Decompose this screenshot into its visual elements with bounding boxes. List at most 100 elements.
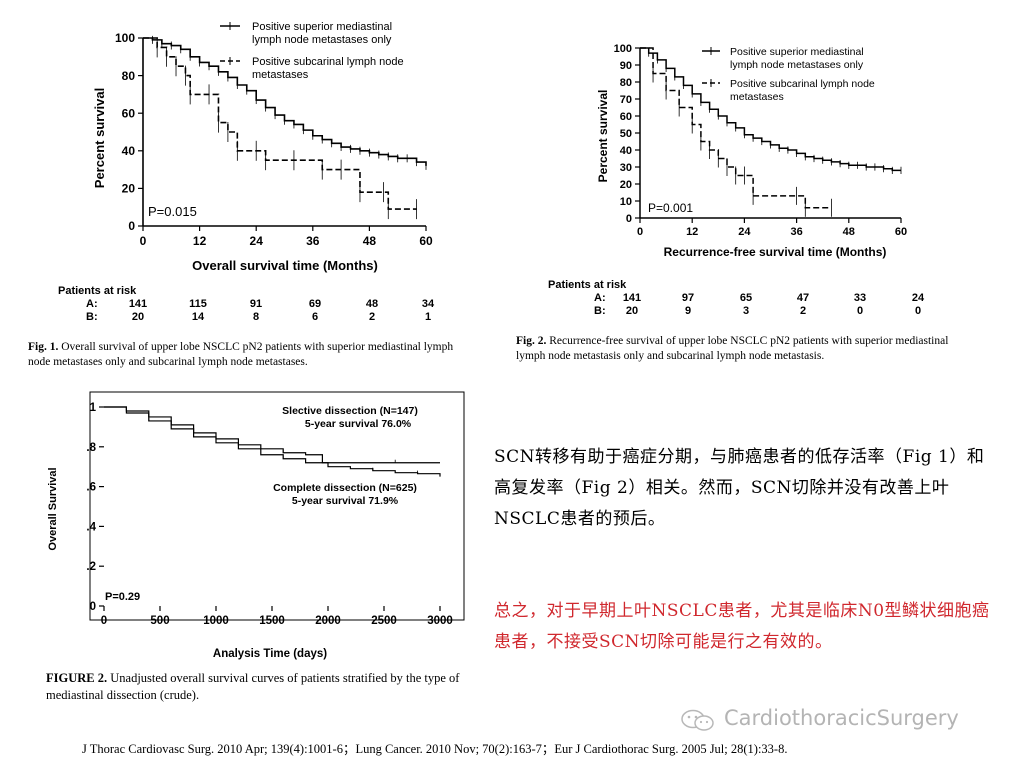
fig1-y-axis-label: Percent survival — [92, 88, 107, 188]
fig2-risk-rows: A: 141 97 65 47 33 24 B: 20 9 3 2 0 0 — [548, 292, 948, 318]
x-tick-label: 48 — [363, 234, 377, 248]
fig1-risk-a-1: 115 — [189, 298, 207, 310]
y-tick-label: 0 — [626, 213, 632, 225]
fig3-annot-selective-1: Slective dissection (N=147) — [282, 405, 418, 417]
figure-1-chart: 0 12 24 36 48 60 0 20 40 60 80 100 Percent survival… — [92, 21, 433, 273]
y-tick-label: 80 — [620, 77, 632, 89]
y-tick-label: .2 — [86, 561, 96, 573]
fig1-x-axis-label: Overall survival time (Months) — [192, 258, 378, 273]
conclusion-paragraph: 总之，对于早期上叶NSCLC患者，尤其是临床N0型鳞状细胞癌患者，不接受SCN切… — [494, 601, 990, 652]
fig1-risk-b-4: 2 — [368, 311, 376, 323]
y-tick-label: .8 — [86, 442, 96, 454]
fig2-legend-b-line2: metastases — [730, 91, 784, 103]
fig1-risk-rows: A: 141 115 91 69 48 34 B: 20 14 8 6 2 1 — [58, 298, 458, 324]
fig2-risk-b-1: 9 — [684, 305, 692, 317]
y-tick-label: 90 — [620, 60, 632, 72]
fig1-risk-a-2: 91 — [249, 298, 263, 310]
series-line-2 — [104, 406, 441, 477]
fig2-legend-b-line1: Positive subcarinal lymph node — [730, 78, 875, 90]
fig2-y-axis-label: Percent survival — [596, 90, 610, 183]
x-tick-label: 36 — [790, 226, 802, 238]
fig3-annot-complete-1: Complete dissection (N=625) — [273, 482, 417, 494]
fig2-risk-b-5: 0 — [914, 305, 922, 317]
fig2-legend-a-line1: Positive superior mediastinal — [730, 46, 864, 58]
fig1-risk-b-2: 8 — [252, 311, 260, 323]
y-tick-label: 10 — [620, 196, 632, 208]
fig2-risk-b-2: 3 — [742, 305, 750, 317]
fig3-p-value: P=0.29 — [105, 591, 140, 603]
y-tick-label: 30 — [620, 162, 632, 174]
fig1-risk-b-3: 6 — [311, 311, 319, 323]
fig2-risk-b-4: 0 — [856, 305, 864, 317]
x-tick-label: 3000 — [427, 615, 453, 627]
fig1-caption-text: Overall survival of upper lobe NSCLC pN2… — [28, 341, 454, 368]
fig2-risk-b-0: 20 — [625, 305, 639, 317]
x-tick-label: 2000 — [315, 615, 341, 627]
fig2-risk-a-4: 33 — [853, 292, 867, 304]
fig1-legend-b-line2: metastases — [252, 69, 309, 81]
fig2-risk-a-5: 24 — [911, 292, 925, 304]
fig3-caption-text: Unadjusted overall survival curves of pa… — [46, 671, 460, 702]
fig1-legend-b-line1: Positive subcarinal lymph node — [252, 56, 404, 68]
y-tick-label: .6 — [86, 482, 96, 494]
x-tick-label: 60 — [419, 234, 433, 248]
y-tick-label: 60 — [122, 106, 136, 120]
fig1-caption: Fig. 1. Overall survival of upper lobe N… — [28, 340, 468, 370]
y-tick-label: 40 — [122, 144, 136, 158]
fig2-legend-a-line2: lymph node metastases only — [730, 59, 864, 71]
fig2-risk-a-label: A: — [594, 292, 606, 304]
fig3-x-axis-label: Analysis Time (days) — [213, 648, 327, 660]
x-tick-label: 12 — [686, 226, 698, 238]
x-tick-label: 2500 — [371, 615, 397, 627]
y-tick-label: 40 — [620, 145, 632, 157]
fig2-risk-a-3: 47 — [796, 292, 810, 304]
watermark-text: CardiothoracicSurgery — [724, 706, 959, 730]
y-tick-label: 0 — [128, 219, 135, 233]
fig1-risk-b-label: B: — [86, 311, 98, 323]
summary-paragraph: SCN转移有助于癌症分期，与肺癌患者的低存活率（Fig 1）和高复发率（Fig … — [494, 447, 985, 529]
fig1-risk-a-5: 34 — [421, 298, 435, 310]
figure-2-chart: 0 12 24 36 48 60 0 10 20 30 40 50 60 70 80 90 100 Percen… — [596, 43, 907, 259]
reference-line: J Thorac Cardiovasc Surg. 2010 Apr; 139(… — [82, 742, 788, 756]
fig3-caption: FIGURE 2. Unadjusted overall survival cu… — [46, 670, 466, 704]
fig2-caption-text: Recurrence-free survival of upper lobe N… — [516, 335, 949, 362]
fig3-annot-selective-2: 5-year survival 76.0% — [305, 418, 412, 430]
fig1-p-value: P=0.015 — [148, 204, 197, 219]
wechat-icon — [681, 709, 714, 731]
fig1-risk-b-0: 20 — [131, 311, 145, 323]
x-tick-label: 12 — [193, 234, 207, 248]
fig1-risk-b-5: 1 — [424, 311, 432, 323]
y-tick-label: 100 — [115, 31, 135, 45]
y-tick-label: 60 — [620, 111, 632, 123]
fig2-legend: Positive superior mediastinal lymph node… — [702, 46, 875, 103]
y-tick-label: 1 — [90, 402, 97, 414]
y-tick-label: 80 — [122, 69, 136, 83]
fig1-legend: Positive superior mediastinal lymph node… — [220, 21, 404, 81]
fig3-y-axis-label: Overall Survival — [47, 467, 59, 550]
fig2-x-axis-label: Recurrence-free survival time (Months) — [664, 245, 887, 259]
x-tick-label: 24 — [738, 226, 751, 238]
fig1-risk-a-4: 48 — [365, 298, 379, 310]
fig2-caption: Fig. 2. Recurrence-free survival of uppe… — [516, 334, 976, 364]
x-tick-label: 1000 — [203, 615, 229, 627]
fig1-risk-a-3: 69 — [308, 298, 322, 310]
fig1-risk-title: Patients at risk — [58, 285, 137, 297]
fig2-risk-b-label: B: — [594, 305, 606, 317]
fig2-risk-a-0: 141 — [622, 292, 642, 304]
y-tick-label: 100 — [614, 43, 632, 55]
fig2-caption-label: Fig. 2. — [516, 335, 547, 347]
x-tick-label: 36 — [306, 234, 320, 248]
fig1-risk-a-0: 141 — [128, 298, 148, 310]
y-tick-label: .4 — [86, 521, 96, 533]
fig1-legend-a-line2: lymph node metastases only — [252, 34, 392, 46]
x-tick-label: 1500 — [259, 615, 285, 627]
fig2-risk-a-1: 97 — [681, 292, 695, 304]
wechat-watermark: CardiothoracicSurgery — [680, 706, 1010, 734]
fig2-p-value: P=0.001 — [648, 201, 693, 215]
fig3-caption-label: FIGURE 2. — [46, 671, 108, 685]
x-tick-label: 60 — [895, 226, 907, 238]
fig1-risk-b-1: 14 — [191, 311, 205, 323]
y-tick-label: 70 — [620, 94, 632, 106]
y-tick-label: 20 — [122, 182, 136, 196]
plot-frame — [89, 391, 465, 621]
